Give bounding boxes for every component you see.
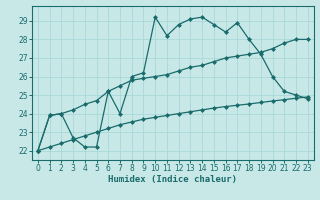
X-axis label: Humidex (Indice chaleur): Humidex (Indice chaleur) bbox=[108, 175, 237, 184]
